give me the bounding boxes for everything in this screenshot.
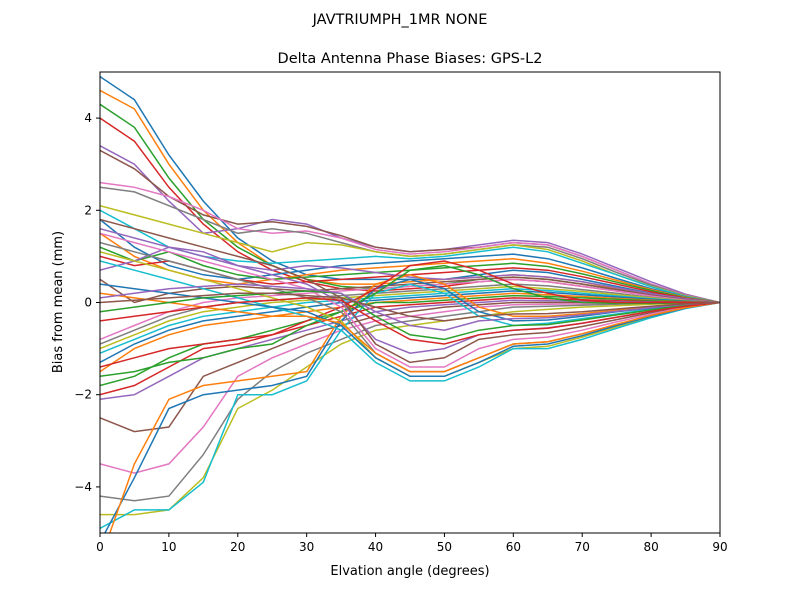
y-tick-label: −2	[74, 388, 92, 402]
y-tick-label: 4	[84, 111, 92, 125]
series-line-43	[100, 290, 720, 341]
series-line-30	[100, 283, 720, 530]
x-tick-label: 20	[230, 540, 245, 554]
chart-title: Delta Antenna Phase Biases: GPS-L2	[278, 51, 543, 67]
series-line-40	[100, 260, 720, 382]
y-axis-ticks: −4 −2 0 2 4	[74, 111, 100, 494]
series-lines	[100, 75, 720, 533]
figure-suptitle: JAVTRIUMPH_1MR NONE	[312, 12, 488, 28]
series-line-22	[100, 292, 720, 373]
x-tick-label: 50	[437, 540, 452, 554]
x-tick-label: 90	[712, 540, 727, 554]
series-line-7	[100, 181, 720, 304]
x-axis-label: Elvation angle (degrees)	[330, 564, 489, 579]
y-tick-label: −4	[74, 480, 92, 494]
series-line-19	[100, 285, 720, 350]
series-line-15	[100, 246, 720, 304]
series-line-24	[100, 297, 720, 396]
series-line-34	[100, 260, 720, 368]
series-line-20	[100, 287, 720, 354]
series-line-44	[100, 297, 720, 345]
x-tick-label: 30	[299, 540, 314, 554]
series-line-45	[100, 283, 720, 331]
series-line-17	[100, 278, 720, 341]
x-axis-ticks: 0 10 20 30 40 50 60 70 80 90	[96, 533, 728, 554]
x-tick-label: 0	[96, 540, 104, 554]
x-tick-label: 70	[575, 540, 590, 554]
series-line-21	[100, 290, 720, 364]
series-line-33	[100, 264, 720, 378]
series-line-46	[100, 292, 720, 322]
y-tick-label: 2	[84, 203, 92, 217]
series-line-28	[100, 301, 720, 502]
series-line-32	[109, 274, 720, 533]
x-tick-label: 40	[368, 540, 383, 554]
y-tick-label: 0	[84, 296, 92, 310]
series-line-37	[100, 232, 720, 368]
series-line-11	[100, 218, 720, 304]
x-tick-label: 10	[161, 540, 176, 554]
series-line-36	[100, 218, 720, 364]
x-tick-label: 80	[643, 540, 658, 554]
y-axis-label: Bias from mean (mm)	[51, 231, 66, 373]
x-tick-label: 60	[506, 540, 521, 554]
